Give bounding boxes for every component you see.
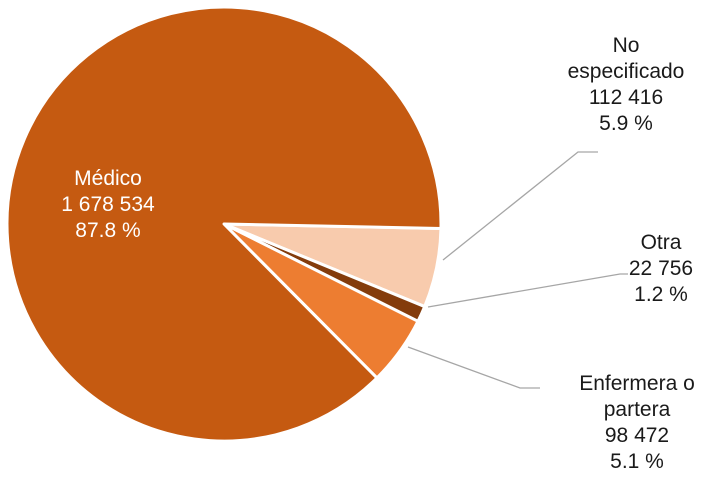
slice-label-otra-value: 22 756 [629,257,693,280]
slice-label-medico-percent: 87.8 % [75,219,140,242]
slice-label-no-especificado-percent: 5.9 % [599,112,653,135]
pie-slice-medico [5,5,443,443]
pie-slices [5,5,443,443]
slice-label-medico-value: 1 678 534 [61,193,155,216]
slice-label-no-especificado-name-1: No [613,34,640,57]
slice-label-no-especificado-name-2: especificado [568,60,685,83]
slice-label-enfermera-o-partera-value: 98 472 [605,424,669,447]
slice-label-otra-name-1: Otra [641,231,682,254]
slice-label-otra-percent: 1.2 % [634,283,688,306]
slice-labels: No especificado 112 416 5.9 % Otra 22 756 1.2 … [61,34,695,473]
slice-label-enfermera-o-partera-name-1: Enfermera o [579,372,695,395]
slice-label-no-especificado-value: 112 416 [589,86,663,109]
slice-label-enfermera-o-partera-percent: 5.1 % [610,450,664,473]
slice-label-enfermera-o-partera-name-2: partera [604,398,671,421]
leader-line-otra [427,273,628,308]
leader-lines [407,151,628,389]
slice-label-medico-name-1: Médico [74,167,142,190]
leader-line-enfermera-o-partera [407,346,540,389]
leader-line-no-especificado [442,151,598,261]
